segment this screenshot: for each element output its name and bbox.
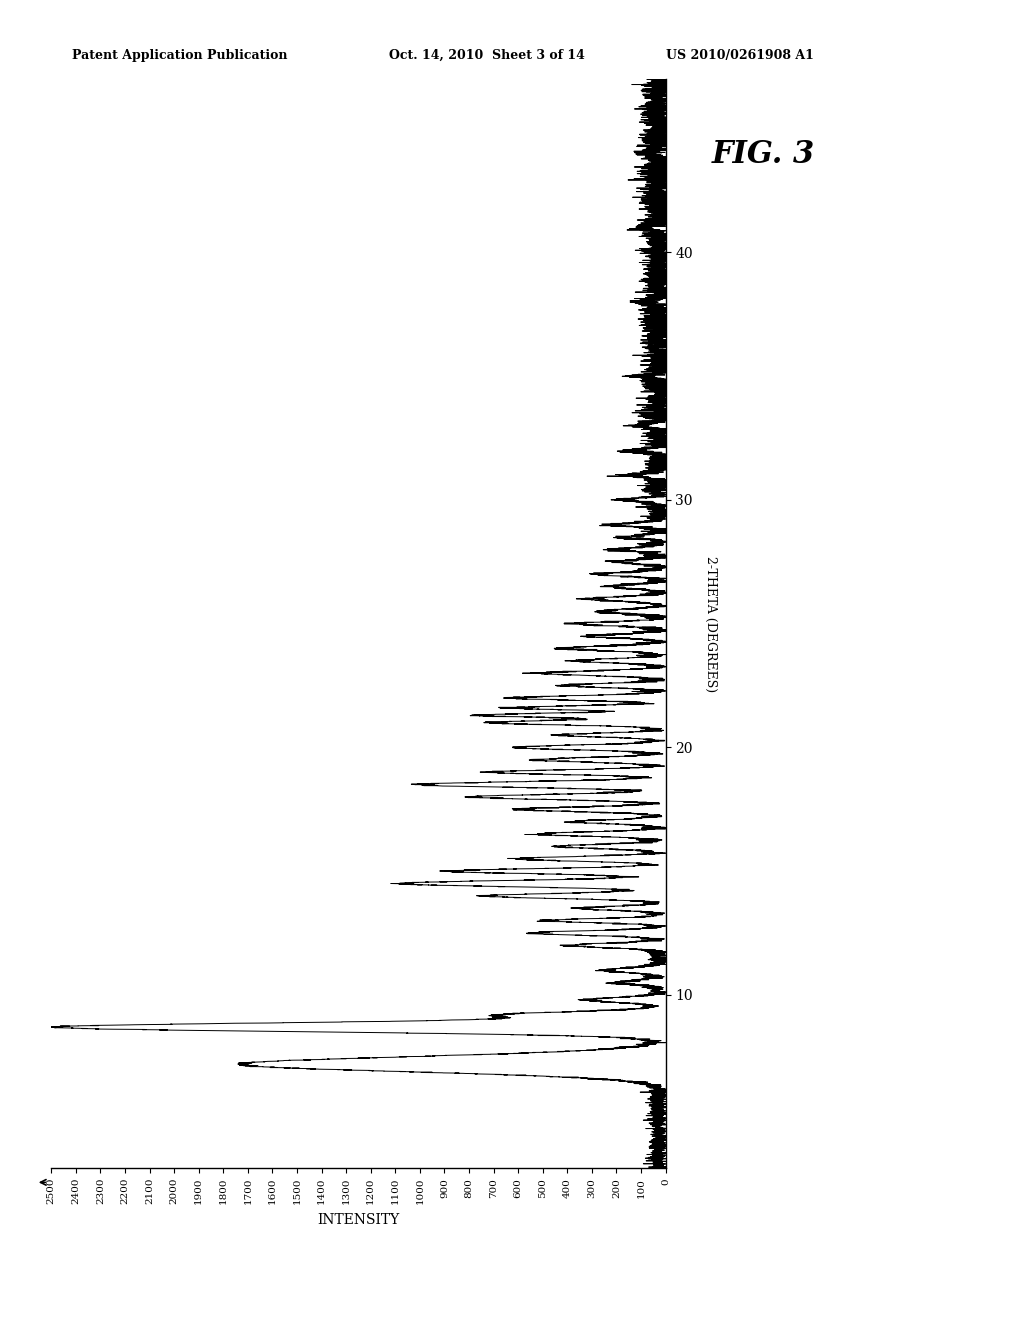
Text: Patent Application Publication: Patent Application Publication <box>72 49 287 62</box>
X-axis label: INTENSITY: INTENSITY <box>317 1213 399 1226</box>
Y-axis label: 2-THETA (DEGREES): 2-THETA (DEGREES) <box>705 556 717 692</box>
Text: Oct. 14, 2010  Sheet 3 of 14: Oct. 14, 2010 Sheet 3 of 14 <box>389 49 585 62</box>
Text: US 2010/0261908 A1: US 2010/0261908 A1 <box>666 49 813 62</box>
Text: FIG. 3: FIG. 3 <box>712 139 815 169</box>
